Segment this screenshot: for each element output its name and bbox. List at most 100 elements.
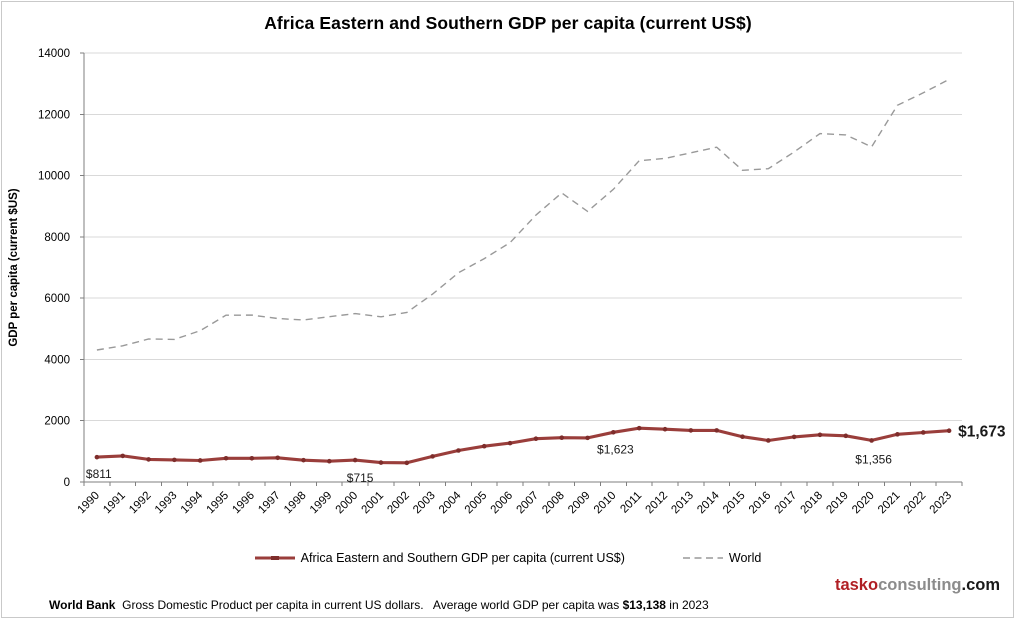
y-axis-tick-label: 8000 [44,232,70,244]
data-point-marker [636,425,642,431]
y-axis-tick-label: 10000 [38,171,70,183]
legend-solid-line-with-marker-icon [254,556,295,560]
x-axis-year-label: 2012 [644,490,671,517]
x-axis-year-label: 1995 [205,490,232,517]
data-point-marker [817,432,823,438]
data-point-marker [146,457,151,462]
y-axis-title: GDP per capita (current $US) [8,188,20,346]
x-axis-year-label: 2014 [695,489,722,516]
chart-title: Africa Eastern and Southern GDP per capi… [264,13,752,33]
data-point-marker [843,433,849,439]
data-annotation: $715 [347,471,374,485]
x-axis-year-label: 1994 [179,489,206,516]
x-axis-year-label: 2023 [928,490,955,517]
y-axis-tick-label: 12000 [38,109,70,121]
source-note-segment: $13,138 [622,598,666,612]
data-point-marker [920,430,926,435]
x-axis-year-label: 2004 [437,489,464,516]
x-axis-year-label: 1991 [101,490,128,517]
legend-label: World [728,551,762,565]
x-axis-year-label: 2021 [876,490,903,517]
brand-logo-tasko: tasko [834,576,879,594]
data-point-marker [352,457,358,463]
x-axis-year-label: 2002 [385,490,412,517]
data-point-marker [533,436,539,442]
brand-logo-consulting: consulting [878,576,962,594]
x-axis-year-label: 1997 [256,490,283,517]
data-point-marker [895,432,900,437]
x-axis-year-label: 2003 [411,490,438,517]
legend-marker-icon [270,556,279,560]
y-axis-tick-label: 0 [64,477,70,489]
data-point-marker [301,457,306,463]
x-axis-year-label: 2001 [360,490,387,517]
x-axis-year-label: 2009 [566,490,593,517]
data-point-marker [378,460,384,465]
x-axis-year-label: 2006 [489,490,516,517]
source-note: World Bank Gross Domestic Product per ca… [49,598,709,612]
data-point-marker [456,448,461,453]
source-note-segment: in 2023 [665,598,709,612]
data-point-marker [327,458,332,464]
data-annotation: $811 [86,467,112,481]
y-axis-tick-label: 14000 [38,48,70,60]
data-point-marker [120,453,126,459]
x-axis-year-label: 1992 [127,490,154,517]
data-point-marker [946,428,952,434]
brand-logo: taskoconsulting.com [835,576,1000,595]
x-axis-year-label: 2013 [669,490,696,517]
data-point-marker [559,435,565,441]
x-axis-year-label: 2000 [334,490,361,517]
x-axis-year-label: 2022 [902,490,929,517]
data-annotation: $1,623 [597,442,634,456]
y-axis-tick-label: 4000 [44,354,70,366]
x-axis-year-label: 2017 [773,490,800,517]
brand-logo-com: .com [961,576,1000,594]
y-axis-tick-label: 2000 [44,416,70,428]
x-axis-year-label: 2011 [618,490,644,516]
legend-item-africa: Africa Eastern and Southern GDP per capi… [254,551,625,565]
x-axis-year-label: 2008 [540,490,567,517]
x-axis-year-label: 1996 [230,490,257,517]
x-axis-year-label: 2015 [721,490,748,517]
legend: Africa Eastern and Southern GDP per capi… [0,551,1016,565]
data-point-marker [481,443,487,449]
x-axis-year-label: 2010 [592,490,619,517]
source-note-segment: World Bank [49,598,116,612]
x-axis-year-label: 1993 [153,490,180,517]
data-annotation: $1,356 [855,452,892,466]
data-point-marker [869,438,874,443]
data-point-marker [611,429,616,435]
legend-dashed-line-icon [682,557,723,559]
x-axis-year-label: 2018 [799,490,826,517]
world-line [96,78,950,351]
africa-line [96,426,950,465]
x-axis-year-label: 2019 [824,490,851,517]
x-axis-year-label: 2007 [514,490,541,517]
data-point-marker [404,460,410,466]
data-point-marker [714,428,719,433]
legend-item-world: World [682,551,762,565]
x-axis-year-label: 2020 [850,490,877,517]
data-point-marker [275,455,280,461]
data-point-marker [740,434,745,440]
data-point-marker [94,454,100,460]
data-point-marker [249,455,255,461]
x-axis-year-label: 1990 [75,490,102,517]
x-axis-year-label: 1998 [282,490,309,517]
data-point-marker [688,428,694,433]
x-axis-year-label: 1999 [308,490,335,517]
data-point-marker [223,455,229,461]
data-annotation: $1,673 [958,424,1006,441]
data-point-marker [766,438,771,443]
data-point-marker [172,457,177,463]
data-point-marker [197,458,203,463]
x-axis-year-label: 2016 [747,490,774,517]
data-point-marker [791,434,797,440]
y-axis-tick-label: 6000 [44,293,70,305]
x-axis-year-label: 2005 [463,490,490,517]
source-note-segment: Gross Domestic Product per capita in cur… [115,598,623,612]
data-point-marker [662,426,668,432]
